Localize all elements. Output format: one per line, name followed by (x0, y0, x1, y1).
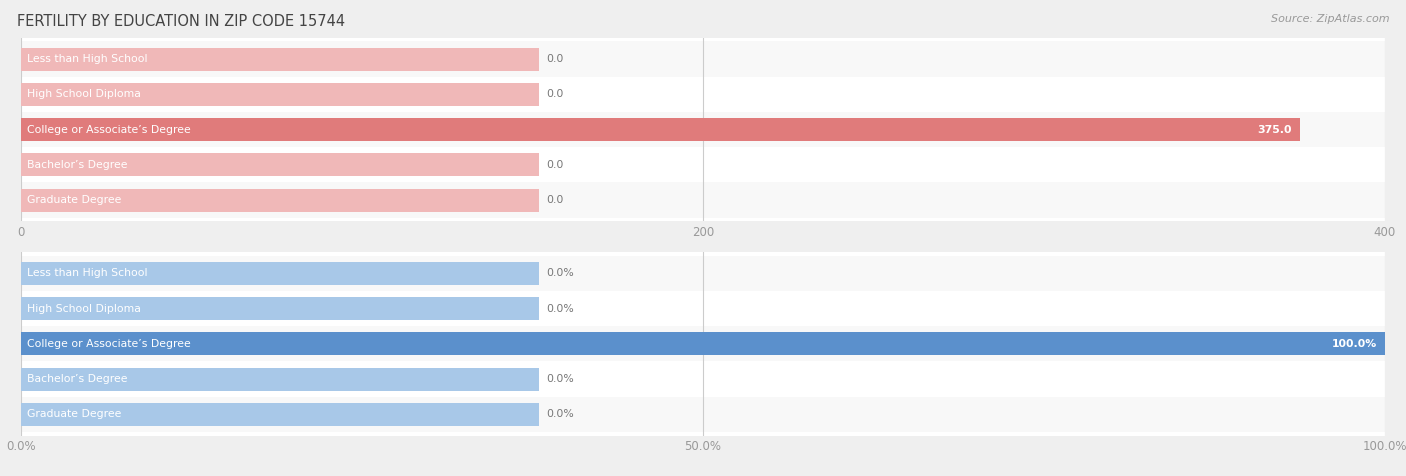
Text: Less than High School: Less than High School (27, 268, 148, 278)
Text: High School Diploma: High School Diploma (27, 89, 141, 99)
Text: 0.0%: 0.0% (546, 374, 574, 384)
Text: 0.0%: 0.0% (546, 268, 574, 278)
Bar (21, 297, 540, 320)
Text: Source: ZipAtlas.com: Source: ZipAtlas.com (1271, 14, 1389, 24)
Bar (21, 77, 1385, 112)
Text: College or Associate’s Degree: College or Associate’s Degree (27, 125, 190, 135)
Text: Graduate Degree: Graduate Degree (27, 409, 121, 419)
Text: Bachelor’s Degree: Bachelor’s Degree (27, 160, 127, 170)
Text: FERTILITY BY EDUCATION IN ZIP CODE 15744: FERTILITY BY EDUCATION IN ZIP CODE 15744 (17, 14, 344, 30)
Bar (21, 112, 1385, 148)
Text: 100.0%: 100.0% (1331, 339, 1376, 349)
Text: Graduate Degree: Graduate Degree (27, 195, 121, 205)
Bar (21, 291, 1385, 327)
Bar (21, 361, 1385, 397)
Bar (21, 332, 1385, 356)
Bar (21, 83, 540, 106)
Bar (21, 189, 540, 212)
Text: College or Associate’s Degree: College or Associate’s Degree (27, 339, 190, 349)
Bar (21, 182, 1385, 218)
Text: 0.0%: 0.0% (546, 409, 574, 419)
Text: High School Diploma: High School Diploma (27, 304, 141, 314)
Bar (21, 403, 540, 426)
Bar (21, 262, 540, 285)
Bar (21, 326, 1385, 362)
Text: 0.0: 0.0 (546, 89, 564, 99)
Bar (21, 367, 540, 391)
Text: 375.0: 375.0 (1257, 125, 1292, 135)
Text: 0.0: 0.0 (546, 195, 564, 205)
Bar (21, 118, 1299, 141)
Text: 0.0: 0.0 (546, 160, 564, 170)
Bar (21, 256, 1385, 291)
Bar (21, 48, 540, 70)
Bar (21, 41, 1385, 77)
Text: 0.0: 0.0 (546, 54, 564, 64)
Bar (21, 147, 1385, 183)
Text: 0.0%: 0.0% (546, 304, 574, 314)
Text: Bachelor’s Degree: Bachelor’s Degree (27, 374, 127, 384)
Bar (21, 397, 1385, 432)
Bar (21, 153, 540, 177)
Text: Less than High School: Less than High School (27, 54, 148, 64)
